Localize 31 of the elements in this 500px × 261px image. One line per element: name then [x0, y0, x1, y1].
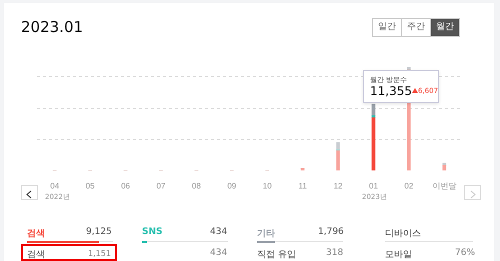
x-tick-label: 02	[404, 181, 414, 190]
x-tick-label: 이번달	[432, 181, 456, 190]
x-tick-label: 12	[334, 181, 344, 190]
text: 76%	[455, 248, 476, 258]
text: 1,796	[318, 227, 344, 237]
text: 월간	[430, 18, 460, 37]
text: 주간	[401, 18, 431, 37]
text: 디바이스	[385, 228, 421, 240]
text: 434	[210, 227, 228, 237]
x-tick-label: 08	[192, 181, 202, 190]
text: 직접 유입	[257, 249, 296, 261]
chart-title: 2023.01	[21, 18, 84, 36]
text: 검색	[27, 228, 45, 240]
x-tick-label: 04	[50, 181, 60, 190]
x-tick-label: 09	[227, 181, 237, 190]
x-tick-label: 01	[369, 181, 378, 190]
text: 일간	[372, 18, 402, 37]
text: SNS	[142, 227, 162, 237]
x-tick-label: 07	[156, 181, 166, 190]
x-tick-label: 06	[121, 181, 131, 190]
x-tick-label: 10	[262, 181, 272, 190]
x-tick-label: 05	[86, 181, 96, 190]
annotation: 11,355	[370, 84, 412, 98]
text: 434	[210, 248, 228, 258]
text: 9,125	[86, 227, 112, 237]
text: 모바일	[385, 249, 412, 261]
text: 기타	[257, 228, 275, 240]
text: 검색	[27, 249, 45, 261]
text: 318	[326, 248, 344, 258]
x-tick-label: 11	[298, 181, 308, 190]
text: 1,151	[88, 249, 111, 258]
